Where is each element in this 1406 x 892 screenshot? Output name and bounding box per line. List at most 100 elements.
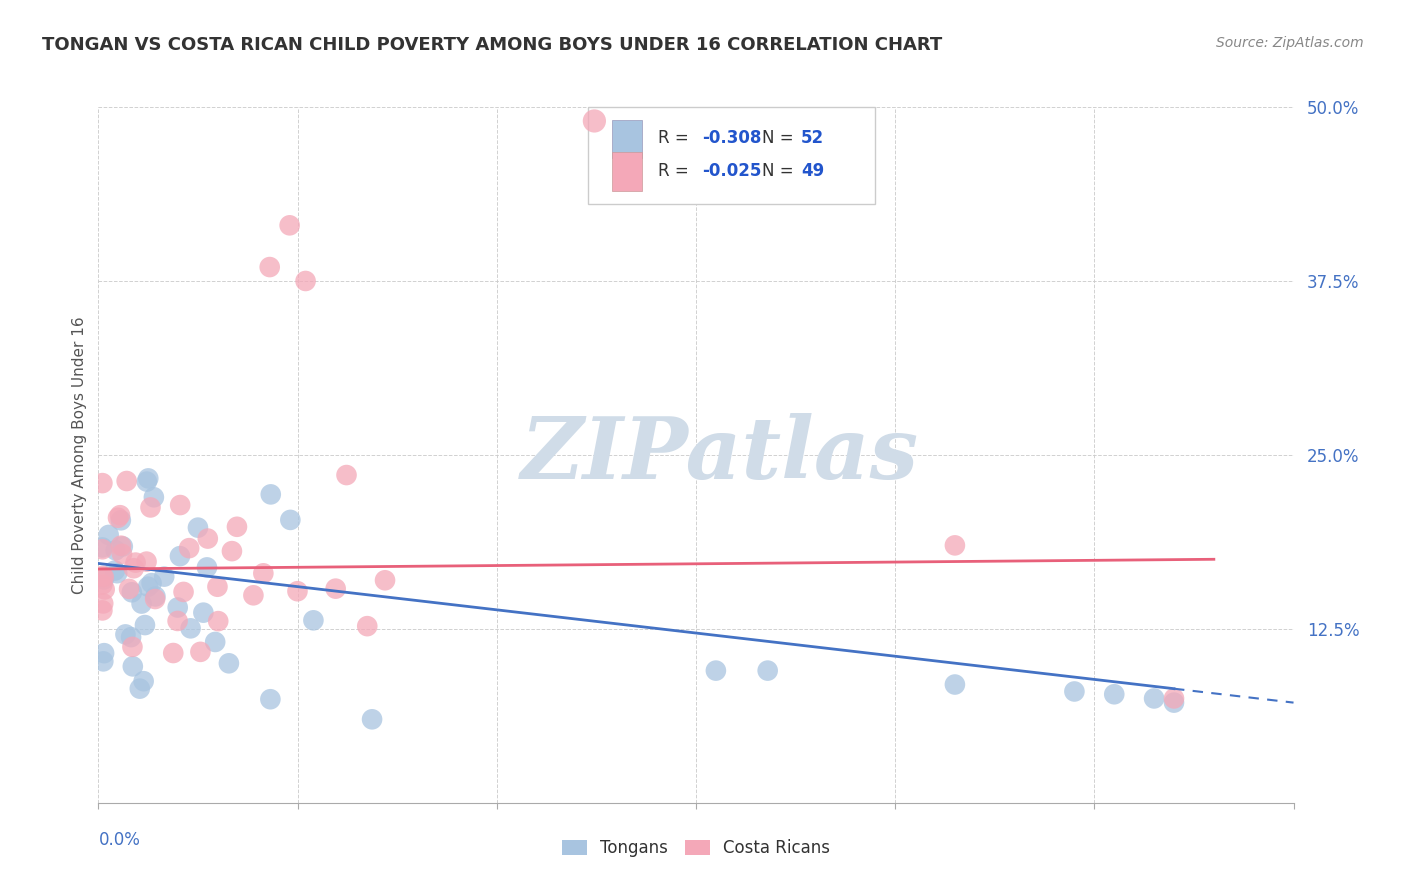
Text: ZIPatlas: ZIPatlas: [520, 413, 920, 497]
Point: [91, 603, 114, 617]
Text: TONGAN VS COSTA RICAN CHILD POVERTY AMONG BOYS UNDER 16 CORRELATION CHART: TONGAN VS COSTA RICAN CHILD POVERTY AMON…: [42, 36, 942, 54]
Text: 0.0%: 0.0%: [98, 830, 141, 848]
Text: R =: R =: [658, 129, 693, 147]
Point: [128, 681, 150, 696]
Text: 52: 52: [801, 129, 824, 147]
Point: [114, 627, 136, 641]
Point: [252, 566, 274, 581]
Point: [142, 490, 165, 504]
Text: R =: R =: [658, 162, 693, 180]
Point: [583, 114, 606, 128]
Point: [374, 574, 396, 588]
Point: [120, 630, 142, 644]
Point: [111, 540, 134, 554]
Point: [104, 564, 127, 578]
Point: [1143, 691, 1166, 706]
Point: [166, 614, 188, 628]
Point: [93, 570, 115, 584]
Point: [93, 573, 115, 587]
Point: [278, 219, 301, 233]
Point: [704, 664, 727, 678]
Point: [136, 580, 159, 594]
Point: [1104, 687, 1126, 701]
Legend: Tongans, Costa Ricans: Tongans, Costa Ricans: [555, 833, 837, 864]
Point: [91, 476, 114, 491]
Point: [93, 582, 115, 597]
Point: [218, 657, 240, 671]
Point: [280, 513, 302, 527]
Point: [121, 659, 143, 673]
Point: [143, 592, 166, 607]
Point: [91, 569, 114, 583]
Point: [91, 577, 114, 591]
FancyBboxPatch shape: [589, 107, 875, 204]
Point: [108, 508, 131, 523]
Point: [134, 618, 156, 632]
Point: [197, 532, 219, 546]
Point: [943, 538, 966, 552]
Point: [121, 585, 143, 599]
Text: N =: N =: [762, 129, 799, 147]
Point: [91, 542, 114, 557]
Text: -0.025: -0.025: [702, 162, 761, 180]
Point: [335, 468, 357, 483]
Point: [260, 487, 283, 501]
Point: [118, 582, 141, 596]
Point: [207, 614, 229, 628]
Point: [91, 654, 114, 668]
Point: [756, 664, 779, 678]
Point: [91, 597, 114, 611]
Point: [91, 541, 114, 555]
Point: [135, 555, 157, 569]
Point: [302, 613, 325, 627]
Point: [115, 474, 138, 488]
Point: [173, 585, 195, 599]
Point: [141, 576, 163, 591]
Point: [226, 520, 249, 534]
Point: [325, 582, 347, 596]
Point: [121, 640, 143, 654]
Point: [104, 543, 127, 558]
Point: [166, 600, 188, 615]
Point: [122, 561, 145, 575]
Point: [93, 646, 115, 660]
Point: [135, 475, 157, 489]
Point: [124, 556, 146, 570]
Point: [207, 580, 229, 594]
Text: Source: ZipAtlas.com: Source: ZipAtlas.com: [1216, 36, 1364, 50]
FancyBboxPatch shape: [613, 120, 643, 158]
Text: -0.308: -0.308: [702, 129, 761, 147]
Y-axis label: Child Poverty Among Boys Under 16: Child Poverty Among Boys Under 16: [72, 316, 87, 594]
Point: [153, 569, 176, 583]
Point: [110, 513, 132, 527]
Point: [136, 471, 159, 485]
Text: N =: N =: [762, 162, 799, 180]
Point: [111, 547, 134, 561]
Point: [361, 712, 384, 726]
Point: [110, 539, 132, 553]
Point: [179, 541, 201, 556]
Point: [195, 560, 218, 574]
Point: [139, 500, 162, 515]
Point: [356, 619, 378, 633]
Point: [287, 584, 309, 599]
Point: [193, 606, 215, 620]
Text: 49: 49: [801, 162, 824, 180]
Point: [1063, 684, 1085, 698]
Point: [259, 260, 281, 274]
Point: [943, 677, 966, 691]
Point: [242, 588, 264, 602]
Point: [204, 635, 226, 649]
Point: [1163, 691, 1185, 706]
FancyBboxPatch shape: [613, 153, 643, 191]
Point: [105, 566, 128, 581]
Point: [190, 645, 212, 659]
Point: [187, 521, 209, 535]
Point: [221, 544, 243, 558]
Point: [131, 597, 153, 611]
Point: [180, 621, 202, 635]
Point: [107, 510, 129, 524]
Point: [162, 646, 184, 660]
Point: [169, 549, 191, 563]
Point: [294, 274, 316, 288]
